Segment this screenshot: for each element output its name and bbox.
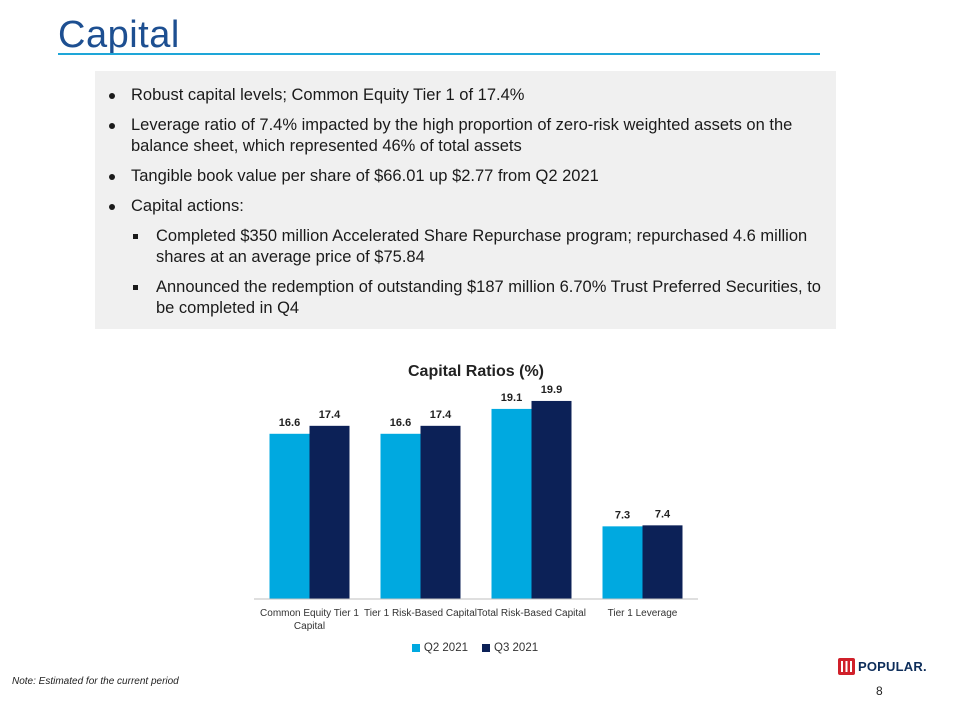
sub-bullet-item: Completed $350 million Accelerated Share… xyxy=(131,226,822,268)
category-label: Capital xyxy=(294,621,325,632)
bullet-item: Robust capital levels; Common Equity Tie… xyxy=(107,85,822,106)
data-label: 19.1 xyxy=(501,392,522,404)
popular-logo-icon xyxy=(838,657,855,675)
category-label: Tier 1 Risk-Based Capital xyxy=(364,608,477,619)
bullet-list: Robust capital levels; Common Equity Tie… xyxy=(107,85,822,217)
chart-plot: Capital Ratios (%) 16.6 17.4 Common Equity … xyxy=(254,363,698,632)
data-label: 16.6 xyxy=(279,417,300,429)
bar-q3 xyxy=(420,425,461,599)
legend-swatch-q2 xyxy=(411,644,420,652)
chart-legend: Q2 2021 Q3 2021 xyxy=(240,642,710,654)
legend-label-q2: Q2 2021 xyxy=(423,642,468,654)
bar-q2 xyxy=(602,526,643,599)
bar-q2 xyxy=(380,433,421,599)
sub-bullet-item: Announced the redemption of outstanding … xyxy=(131,277,822,319)
legend-item-q3: Q3 2021 xyxy=(482,642,538,654)
bar-q2 xyxy=(269,433,310,599)
logo-text: POPULAR. xyxy=(858,658,927,674)
bullet-item: Leverage ratio of 7.4% impacted by the h… xyxy=(107,115,822,157)
data-label: 16.6 xyxy=(390,417,411,429)
bullet-item: Capital actions: xyxy=(107,196,822,217)
capital-ratios-chart: Capital Ratios (%) 16.6 17.4 Common Equity … xyxy=(240,350,720,670)
data-label: 7.4 xyxy=(655,508,671,520)
data-label: 17.4 xyxy=(430,409,452,421)
data-label: 19.9 xyxy=(541,384,562,396)
footnote: Note: Estimated for the current period xyxy=(12,676,179,687)
category-label: Tier 1 Leverage xyxy=(608,608,678,619)
bar-q2 xyxy=(491,408,532,599)
legend-item-q2: Q2 2021 xyxy=(411,642,468,654)
category-label: Total Risk-Based Capital xyxy=(477,608,586,619)
category-label: Common Equity Tier 1 xyxy=(260,608,359,619)
slide-title: Capital xyxy=(58,14,180,56)
chart-title: Capital Ratios (%) xyxy=(408,363,544,380)
legend-swatch-q3 xyxy=(482,644,490,652)
sub-bullet-list: Completed $350 million Accelerated Share… xyxy=(107,226,822,319)
title-rule xyxy=(58,53,820,55)
bar-q3 xyxy=(642,525,683,599)
bullet-item: Tangible book value per share of $66.01 … xyxy=(107,166,822,187)
popular-logo: POPULAR. xyxy=(838,657,927,675)
legend-label-q3: Q3 2021 xyxy=(494,642,539,654)
data-label: 7.3 xyxy=(615,509,630,521)
page-number: 8 xyxy=(876,684,883,698)
bar-q3 xyxy=(531,400,572,599)
bullet-box: Robust capital levels; Common Equity Tie… xyxy=(95,71,836,329)
data-label: 17.4 xyxy=(319,409,341,421)
bar-q3 xyxy=(309,425,350,599)
